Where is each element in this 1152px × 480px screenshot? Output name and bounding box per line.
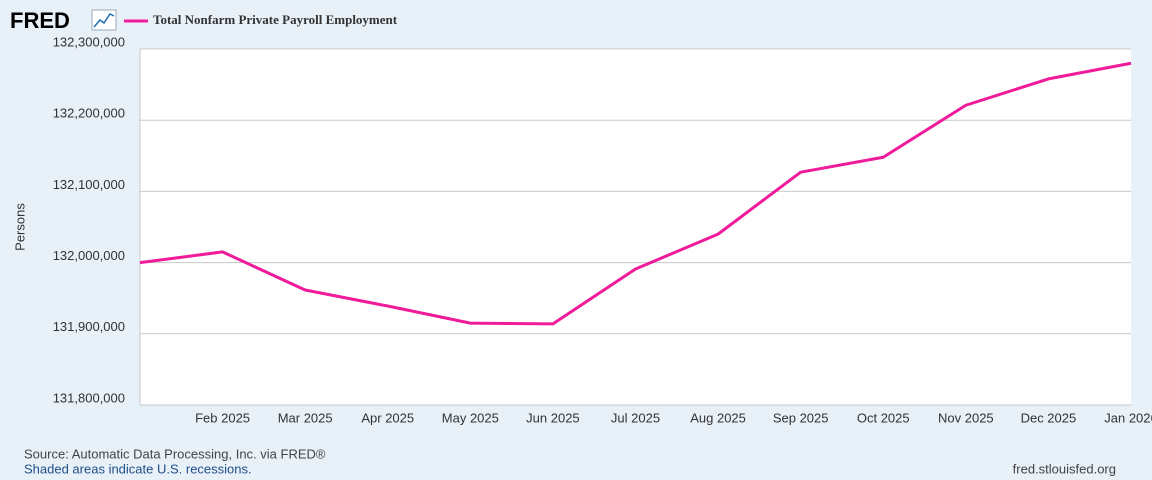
x-tick-label: Feb 2025 bbox=[195, 410, 250, 425]
x-tick-label: Sep 2025 bbox=[773, 410, 829, 425]
y-axis-label: Persons bbox=[12, 203, 27, 251]
x-tick-label: Mar 2025 bbox=[278, 410, 333, 425]
logo-icon bbox=[91, 9, 117, 31]
x-tick-label: May 2025 bbox=[442, 410, 499, 425]
plot-area bbox=[140, 49, 1131, 405]
legend-label: Total Nonfarm Private Payroll Employment bbox=[153, 12, 398, 27]
source[interactable]: Source: Automatic Data Processing, Inc. … bbox=[24, 446, 326, 461]
x-tick-label: Dec 2025 bbox=[1021, 410, 1077, 425]
x-tick-label: Jan 2026 bbox=[1104, 410, 1152, 425]
x-tick-label: Oct 2025 bbox=[857, 410, 910, 425]
y-tick-label: 131,900,000 bbox=[53, 319, 125, 334]
x-tick-label: Nov 2025 bbox=[938, 410, 994, 425]
x-tick-label: Jun 2025 bbox=[526, 410, 580, 425]
logo[interactable]: FRED bbox=[10, 8, 70, 33]
x-tick-label: Aug 2025 bbox=[690, 410, 746, 425]
x-tick-label: Jul 2025 bbox=[611, 410, 660, 425]
y-tick-label: 132,000,000 bbox=[53, 248, 125, 263]
y-tick-label: 132,200,000 bbox=[53, 106, 125, 121]
data-line bbox=[139, 61, 1132, 326]
x-tick-label: Apr 2025 bbox=[361, 410, 414, 425]
recession-note[interactable]: Shaded areas indicate U.S. recessions. bbox=[24, 461, 252, 476]
y-tick-label: 131,800,000 bbox=[53, 390, 125, 405]
y-tick-label: 132,300,000 bbox=[53, 34, 125, 49]
url[interactable]: fred.stlouisfed.org bbox=[1013, 461, 1116, 476]
y-tick-label: 132,100,000 bbox=[53, 177, 125, 192]
